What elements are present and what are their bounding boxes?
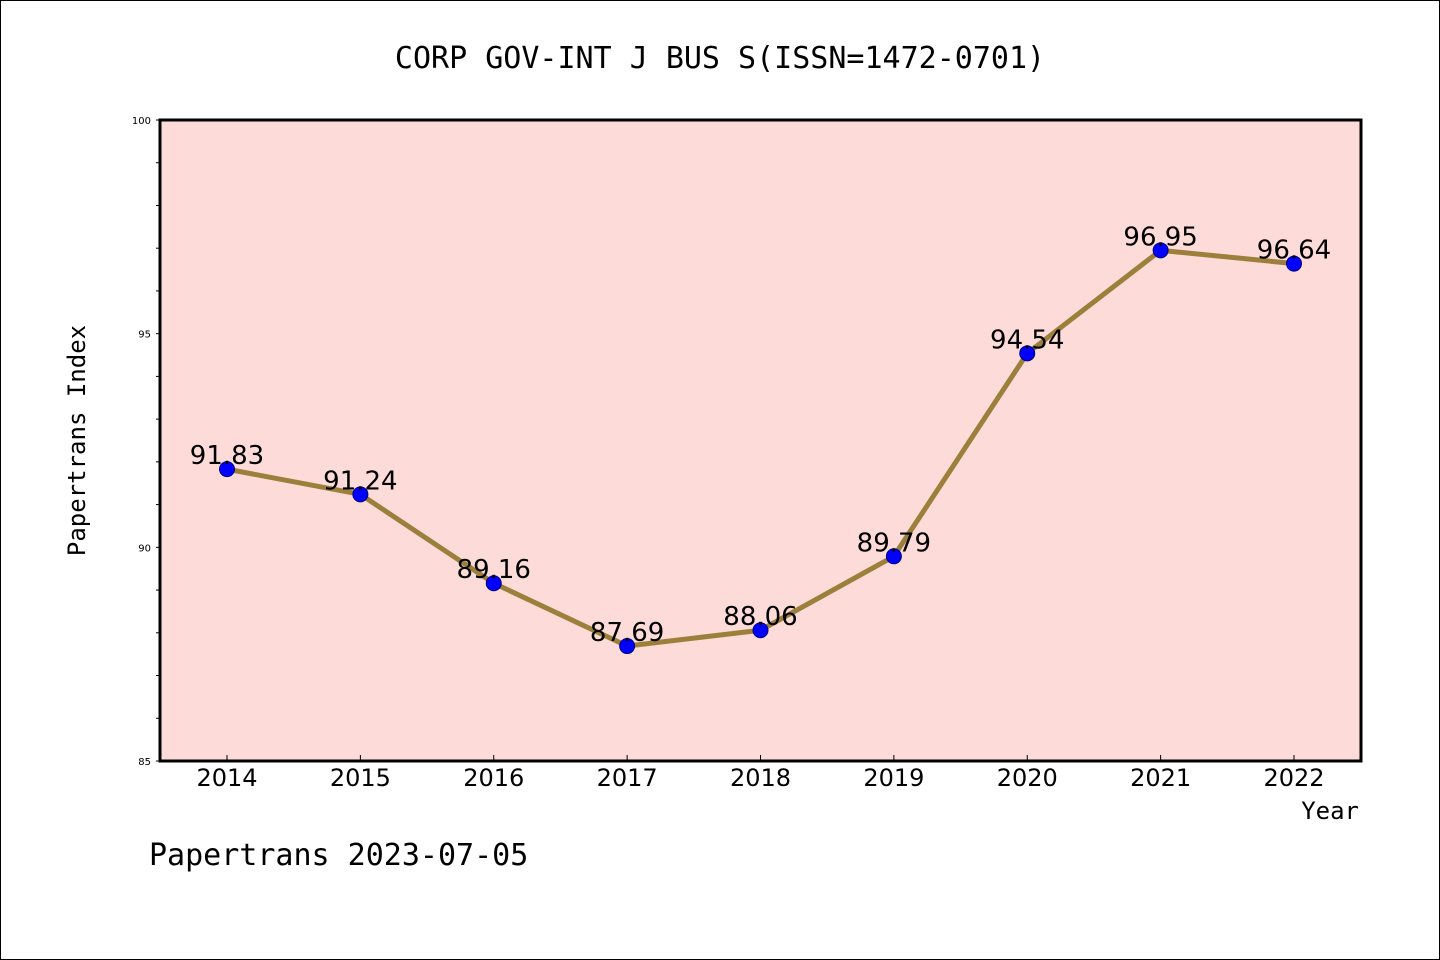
x-tick-label: 2021 (1130, 764, 1191, 792)
data-point (485, 575, 502, 592)
y-tick-label: 85 (138, 757, 151, 768)
x-tick-label: 2018 (730, 764, 791, 792)
footer-watermark: Papertrans 2023-07-05 (149, 838, 528, 873)
x-axis-label: Year (1301, 797, 1359, 825)
x-tick-label: 2015 (330, 764, 391, 792)
x-tick-label: 2020 (997, 764, 1058, 792)
x-tick-label: 2014 (196, 764, 257, 792)
data-label: 91.24 (323, 466, 397, 496)
data-label: 88.06 (723, 602, 797, 632)
series-line-group (219, 242, 1302, 655)
x-axis: 2014 2015 2016 2017 2018 2019 2020 2021 2022 (196, 755, 1325, 792)
x-tick-label: 2019 (863, 764, 924, 792)
data-point (752, 622, 769, 639)
data-label-group: 91.83 91.24 89.16 87.69 88.06 89.79 94.54 96.95… (190, 222, 1331, 648)
x-tick-label: 2022 (1263, 764, 1324, 792)
data-label: 89.16 (457, 555, 531, 585)
data-label: 87.69 (590, 618, 664, 648)
data-label: 91.83 (190, 441, 264, 471)
data-label: 96.95 (1123, 222, 1197, 252)
data-label: 94.54 (990, 325, 1064, 355)
chart-title: CORP GOV-INT J BUS S(ISSN=1472-0701) (395, 41, 1045, 76)
data-label: 89.79 (857, 528, 931, 558)
data-point (619, 638, 636, 655)
plot-border (158, 118, 1363, 763)
y-tick-label: 100 (132, 116, 151, 127)
data-point (219, 461, 235, 478)
data-point (885, 548, 902, 565)
data-point (352, 486, 369, 503)
plot-area (160, 120, 1361, 761)
y-tick-label: 90 (138, 543, 151, 554)
y-axis-label: Papertrans Index (63, 325, 91, 556)
data-point (1152, 242, 1169, 259)
y-axis: 85 90 95 100 (132, 116, 160, 768)
x-tick-label: 2016 (463, 764, 524, 792)
y-tick-label: 95 (138, 330, 151, 341)
x-tick-label: 2017 (597, 764, 658, 792)
data-label: 96.64 (1257, 236, 1331, 266)
data-point (1019, 345, 1036, 362)
data-point (1286, 255, 1302, 272)
